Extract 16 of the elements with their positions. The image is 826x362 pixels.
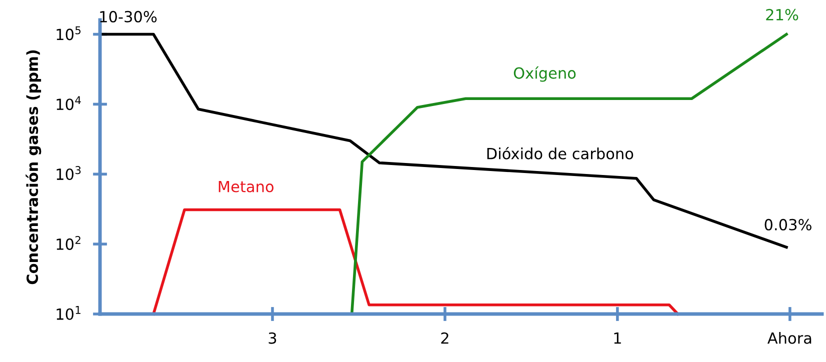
y-tick-label: 10$^{3}$: [56, 166, 81, 180]
annotation: 21%: [766, 8, 798, 20]
y-tick-label: 10$^{5}$: [56, 26, 81, 40]
y-tick-label: 10$^{4}$: [56, 96, 81, 110]
annotation: 0.03%: [764, 218, 812, 230]
x-tick-label: 1: [614, 332, 621, 344]
x-tick-label: 2: [441, 332, 448, 344]
y-axis-title: Concentración gases (ppm): [26, 50, 42, 284]
series-label: Dióxido de carbono: [487, 146, 634, 160]
annotation: 10-30%: [100, 10, 157, 22]
y-tick-label: 10$^{2}$: [56, 236, 80, 250]
x-tick-label: Ahora: [767, 332, 812, 344]
y-tick-label: 10$^{1}$: [56, 306, 80, 320]
x-tick-label: 3: [268, 332, 276, 344]
series-label: Oxígeno: [514, 66, 576, 82]
series-label: Metano: [218, 180, 274, 192]
